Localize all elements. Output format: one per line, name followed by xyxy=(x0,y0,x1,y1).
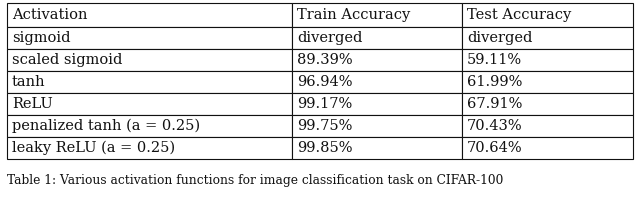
Bar xyxy=(292,115,462,137)
Bar xyxy=(7,93,292,115)
Text: Activation: Activation xyxy=(12,8,88,22)
Text: sigmoid: sigmoid xyxy=(12,31,70,45)
Bar xyxy=(462,93,633,115)
Text: 99.85%: 99.85% xyxy=(297,141,353,155)
Text: diverged: diverged xyxy=(467,31,532,45)
Bar xyxy=(462,49,633,71)
Text: 89.39%: 89.39% xyxy=(297,53,353,67)
Bar xyxy=(462,3,633,27)
Text: diverged: diverged xyxy=(297,31,362,45)
Bar xyxy=(292,27,462,49)
Text: 96.94%: 96.94% xyxy=(297,75,353,89)
Text: Test Accuracy: Test Accuracy xyxy=(467,8,572,22)
Bar xyxy=(462,27,633,49)
Text: 99.75%: 99.75% xyxy=(297,119,352,133)
Bar xyxy=(7,49,292,71)
Bar xyxy=(7,27,292,49)
Bar xyxy=(7,3,292,27)
Bar xyxy=(292,137,462,159)
Text: 70.43%: 70.43% xyxy=(467,119,523,133)
Bar xyxy=(7,137,292,159)
Bar xyxy=(292,93,462,115)
Text: tanh: tanh xyxy=(12,75,45,89)
Bar xyxy=(7,71,292,93)
Text: 61.99%: 61.99% xyxy=(467,75,522,89)
Bar xyxy=(462,71,633,93)
Text: 99.17%: 99.17% xyxy=(297,97,352,111)
Text: leaky ReLU (a = 0.25): leaky ReLU (a = 0.25) xyxy=(12,141,175,155)
Bar xyxy=(292,49,462,71)
Bar xyxy=(462,115,633,137)
Bar xyxy=(7,115,292,137)
Text: Table 1: Various activation functions for image classification task on CIFAR-100: Table 1: Various activation functions fo… xyxy=(7,174,504,187)
Bar xyxy=(462,137,633,159)
Text: 59.11%: 59.11% xyxy=(467,53,522,67)
Text: Train Accuracy: Train Accuracy xyxy=(297,8,410,22)
Text: penalized tanh (a = 0.25): penalized tanh (a = 0.25) xyxy=(12,119,200,133)
Bar xyxy=(292,71,462,93)
Bar xyxy=(292,3,462,27)
Text: 67.91%: 67.91% xyxy=(467,97,522,111)
Text: 70.64%: 70.64% xyxy=(467,141,523,155)
Text: ReLU: ReLU xyxy=(12,97,52,111)
Text: scaled sigmoid: scaled sigmoid xyxy=(12,53,122,67)
